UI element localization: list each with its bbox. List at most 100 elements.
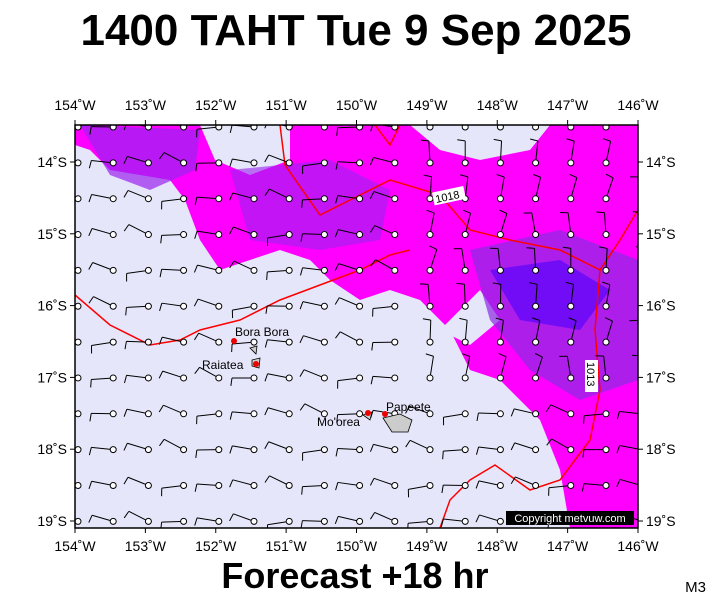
station	[321, 160, 327, 166]
station	[568, 483, 574, 489]
station	[321, 339, 327, 345]
station	[286, 303, 292, 309]
station	[533, 267, 539, 273]
station	[75, 339, 81, 345]
station	[251, 411, 257, 417]
station	[110, 160, 116, 166]
station	[462, 483, 468, 489]
lat-label: 15˚S	[37, 226, 67, 242]
station	[427, 160, 433, 166]
barb-flag	[443, 451, 444, 459]
station	[462, 375, 468, 381]
lon-label: 149˚W	[406, 538, 448, 554]
station	[357, 232, 363, 238]
station	[568, 339, 574, 345]
station	[638, 303, 644, 309]
station	[533, 375, 539, 381]
station	[286, 232, 292, 238]
place-label: Papeete	[386, 400, 431, 414]
station	[286, 267, 292, 273]
station	[145, 160, 151, 166]
station	[427, 483, 433, 489]
station	[145, 447, 151, 453]
station	[462, 518, 468, 524]
station	[392, 267, 398, 273]
station	[321, 232, 327, 238]
station	[145, 303, 151, 309]
station	[392, 375, 398, 381]
station	[181, 303, 187, 309]
map-area: Bora Bora Raiatea Mo'orea Papeete 1018 1…	[54, 103, 647, 533]
lon-label: 150˚W	[336, 538, 378, 554]
station	[603, 483, 609, 489]
station	[427, 232, 433, 238]
station	[392, 196, 398, 202]
station	[110, 339, 116, 345]
station	[392, 232, 398, 238]
station	[216, 267, 222, 273]
lat-label: 19˚S	[37, 513, 67, 529]
station	[216, 411, 222, 417]
barb-flag	[267, 272, 268, 280]
station	[145, 196, 151, 202]
station	[181, 196, 187, 202]
station	[392, 518, 398, 524]
station	[497, 375, 503, 381]
station	[110, 232, 116, 238]
station	[533, 160, 539, 166]
station	[462, 411, 468, 417]
barb-shaft	[606, 105, 608, 127]
station	[145, 375, 151, 381]
barb-flag	[55, 199, 56, 207]
station	[638, 483, 644, 489]
station	[638, 411, 644, 417]
station	[251, 375, 257, 381]
lon-label: 148˚W	[477, 97, 519, 113]
isobar-label: 1013	[584, 360, 598, 392]
station	[497, 447, 503, 453]
station	[568, 267, 574, 273]
station	[392, 483, 398, 489]
station	[603, 267, 609, 273]
station	[110, 196, 116, 202]
station	[251, 303, 257, 309]
barb-flag	[639, 282, 646, 285]
station	[638, 160, 644, 166]
station	[321, 447, 327, 453]
station	[568, 411, 574, 417]
station	[568, 160, 574, 166]
barb-flag	[640, 138, 647, 141]
lon-label: 149˚W	[406, 97, 448, 113]
station	[427, 303, 433, 309]
station	[110, 375, 116, 381]
station	[568, 196, 574, 202]
station	[321, 518, 327, 524]
station	[568, 375, 574, 381]
station	[145, 267, 151, 273]
station	[216, 339, 222, 345]
station	[145, 232, 151, 238]
station	[110, 267, 116, 273]
station	[216, 160, 222, 166]
barb-flag	[300, 117, 305, 124]
place-label: Mo'orea	[317, 415, 360, 429]
station	[216, 518, 222, 524]
barb-shaft	[641, 249, 643, 271]
station	[286, 483, 292, 489]
lon-label: 154˚W	[54, 538, 96, 554]
station	[638, 232, 644, 238]
station	[603, 411, 609, 417]
station	[427, 447, 433, 453]
lat-label: 14˚S	[646, 154, 676, 170]
station	[533, 196, 539, 202]
station	[568, 447, 574, 453]
station	[497, 196, 503, 202]
lat-label: 17˚S	[646, 369, 676, 385]
station	[110, 518, 116, 524]
station	[321, 375, 327, 381]
station	[357, 375, 363, 381]
station	[181, 339, 187, 345]
station	[75, 483, 81, 489]
station	[251, 339, 257, 345]
